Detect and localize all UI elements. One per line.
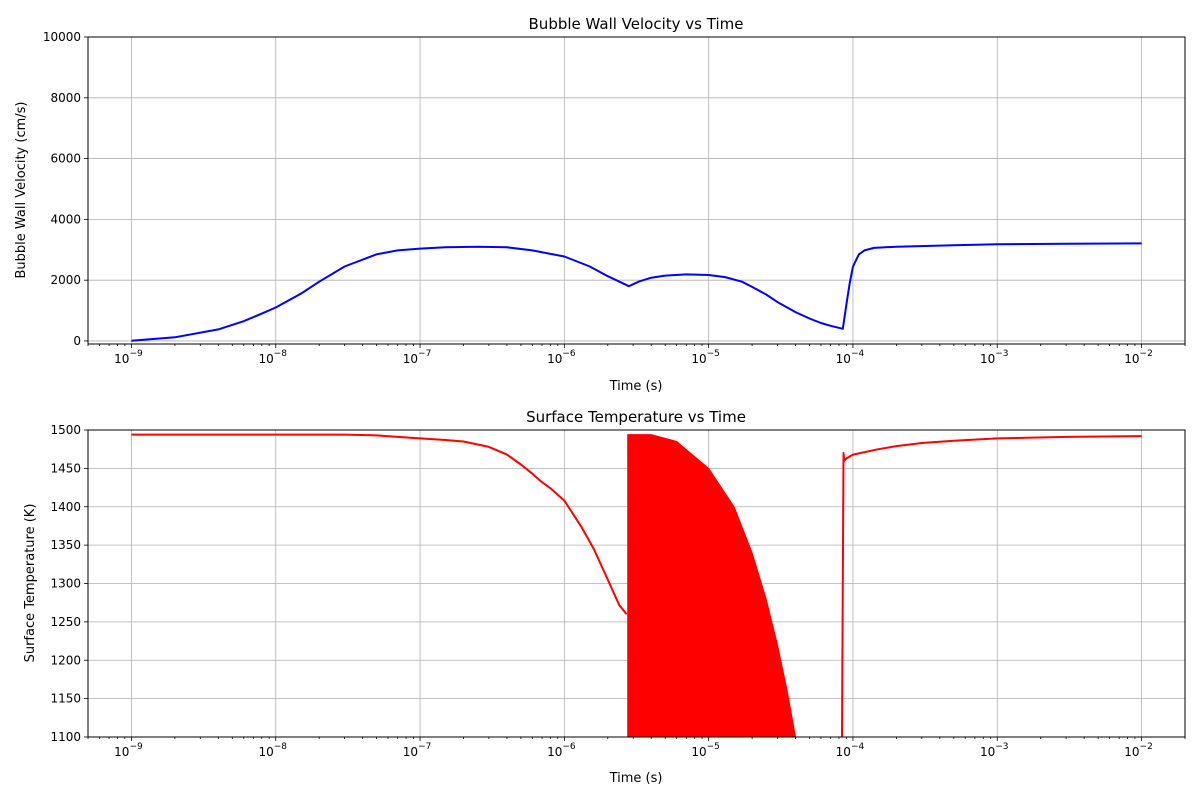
x-tick-base: 10 bbox=[980, 745, 995, 759]
x-tick-base: 10 bbox=[403, 352, 418, 366]
temperature-x-tick-label: 10 −3 bbox=[980, 742, 1009, 759]
x-tick-base: 10 bbox=[258, 352, 273, 366]
temperature-oscillation-band bbox=[627, 434, 797, 737]
temperature-series-line bbox=[131, 433, 628, 615]
x-tick-base: 10 bbox=[1124, 352, 1139, 366]
temperature-x-tick-label: 10 −8 bbox=[258, 742, 287, 759]
x-tick-base: 10 bbox=[258, 745, 273, 759]
temperature-chart-title: Surface Temperature vs Time bbox=[526, 408, 746, 426]
x-tick-exponent: −7 bbox=[418, 742, 431, 752]
temperature-chart: Surface Temperature vs Time Time (s) Sur… bbox=[23, 408, 1186, 786]
x-tick-base: 10 bbox=[403, 745, 418, 759]
temperature-x-tick-label: 10 −4 bbox=[836, 742, 865, 759]
temperature-series-line bbox=[841, 435, 1142, 737]
velocity-chart-title: Bubble Wall Velocity vs Time bbox=[529, 15, 744, 33]
velocity-x-tick-label: 10 −7 bbox=[403, 349, 432, 366]
x-tick-base: 10 bbox=[836, 745, 851, 759]
x-tick-exponent: −3 bbox=[995, 742, 1008, 752]
velocity-chart-grid bbox=[88, 36, 1185, 344]
x-tick-exponent: −9 bbox=[129, 349, 143, 359]
x-tick-exponent: −8 bbox=[274, 349, 288, 359]
x-tick-exponent: −9 bbox=[129, 742, 143, 752]
x-tick-exponent: −2 bbox=[1140, 349, 1153, 359]
x-tick-exponent: −7 bbox=[418, 349, 431, 359]
temperature-chart-xlabel: Time (s) bbox=[609, 771, 663, 786]
velocity-chart: Bubble Wall Velocity vs Time Time (s) Bu… bbox=[14, 15, 1186, 394]
temperature-x-tick-label: 10 −2 bbox=[1124, 742, 1153, 759]
x-tick-base: 10 bbox=[691, 352, 706, 366]
velocity-x-tick-label: 10 −6 bbox=[547, 349, 576, 366]
temperature-x-tick-label: 10 −5 bbox=[691, 742, 720, 759]
x-tick-exponent: −8 bbox=[274, 742, 288, 752]
velocity-x-tick-label: 10 −4 bbox=[836, 349, 865, 366]
x-tick-exponent: −2 bbox=[1140, 742, 1153, 752]
velocity-x-tick-label: 10 −2 bbox=[1124, 349, 1153, 366]
temperature-y-tick-label: 1500 bbox=[50, 423, 81, 437]
velocity-y-tick-label: 10000 bbox=[43, 30, 81, 44]
temperature-x-tick-label: 10 −6 bbox=[547, 742, 576, 759]
temperature-y-tick-label: 1150 bbox=[50, 692, 81, 706]
x-tick-exponent: −6 bbox=[562, 742, 576, 752]
velocity-chart-ylabel: Bubble Wall Velocity (cm/s) bbox=[14, 102, 29, 279]
temperature-y-tick-label: 1400 bbox=[50, 500, 81, 514]
x-tick-base: 10 bbox=[691, 745, 706, 759]
velocity-series-line bbox=[131, 242, 1142, 342]
temperature-y-tick-label: 1350 bbox=[50, 538, 81, 552]
temperature-y-tick-label: 1300 bbox=[50, 577, 81, 591]
temperature-y-tick-label: 1450 bbox=[50, 461, 81, 475]
velocity-x-tick-label: 10 −9 bbox=[114, 349, 143, 366]
x-tick-base: 10 bbox=[980, 352, 995, 366]
x-tick-exponent: −4 bbox=[851, 742, 865, 752]
x-tick-base: 10 bbox=[114, 745, 129, 759]
x-tick-base: 10 bbox=[836, 352, 851, 366]
x-tick-base: 10 bbox=[547, 745, 562, 759]
velocity-y-tick-label: 4000 bbox=[50, 212, 81, 226]
velocity-x-tick-label: 10 −5 bbox=[691, 349, 720, 366]
x-tick-exponent: −5 bbox=[707, 349, 720, 359]
x-tick-exponent: −3 bbox=[995, 349, 1008, 359]
x-tick-exponent: −6 bbox=[562, 349, 576, 359]
temperature-x-tick-label: 10 −7 bbox=[403, 742, 432, 759]
velocity-chart-xlabel: Time (s) bbox=[609, 379, 663, 394]
temperature-x-tick-label: 10 −9 bbox=[114, 742, 143, 759]
velocity-chart-ticks: 10 −9 10 −8 10 −7 10 −6 10 −5 10 −4 10 −3 10 −202000400… bbox=[43, 30, 1186, 366]
x-tick-base: 10 bbox=[547, 352, 562, 366]
velocity-y-tick-label: 0 bbox=[73, 334, 81, 348]
velocity-y-tick-label: 6000 bbox=[50, 152, 81, 166]
velocity-x-tick-label: 10 −3 bbox=[980, 349, 1009, 366]
temperature-y-tick-label: 1100 bbox=[50, 730, 81, 744]
x-tick-base: 10 bbox=[114, 352, 129, 366]
x-tick-base: 10 bbox=[1124, 745, 1139, 759]
temperature-y-tick-label: 1250 bbox=[50, 615, 81, 629]
velocity-y-tick-label: 2000 bbox=[50, 273, 81, 287]
temperature-chart-ylabel: Surface Temperature (K) bbox=[23, 504, 38, 663]
velocity-chart-frame bbox=[87, 36, 1186, 345]
temperature-y-tick-label: 1200 bbox=[50, 653, 81, 667]
temperature-chart-frame bbox=[87, 429, 1186, 738]
temperature-chart-ticks: 10 −9 10 −8 10 −7 10 −6 10 −5 10 −4 10 −3 10 −211001150… bbox=[50, 423, 1186, 759]
velocity-x-tick-label: 10 −8 bbox=[258, 349, 287, 366]
velocity-chart-series bbox=[131, 242, 1142, 342]
x-tick-exponent: −4 bbox=[851, 349, 865, 359]
x-tick-exponent: −5 bbox=[707, 742, 720, 752]
temperature-chart-series bbox=[131, 433, 1142, 737]
velocity-y-tick-label: 8000 bbox=[50, 91, 81, 105]
